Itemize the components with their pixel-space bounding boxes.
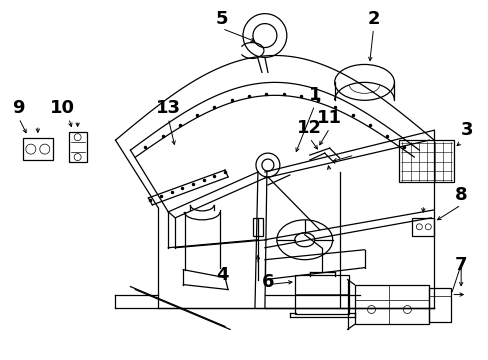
Bar: [399, 140, 453, 182]
Text: 13: 13: [156, 99, 181, 117]
Text: 11: 11: [317, 109, 342, 127]
Bar: [411, 218, 433, 236]
Bar: [68, 132, 86, 162]
Text: 8: 8: [454, 186, 467, 204]
Bar: [354, 285, 428, 324]
Bar: [23, 138, 53, 160]
Text: 9: 9: [13, 99, 25, 117]
Text: 5: 5: [215, 10, 228, 28]
Text: 10: 10: [50, 99, 75, 117]
Text: 2: 2: [366, 10, 379, 28]
Text: 12: 12: [297, 119, 322, 137]
Text: 7: 7: [454, 256, 467, 274]
Text: 3: 3: [460, 121, 472, 139]
Bar: [252, 218, 263, 236]
Text: 1: 1: [308, 86, 320, 104]
Bar: [428, 288, 450, 323]
Text: 6: 6: [261, 273, 274, 291]
Text: 4: 4: [215, 266, 228, 284]
